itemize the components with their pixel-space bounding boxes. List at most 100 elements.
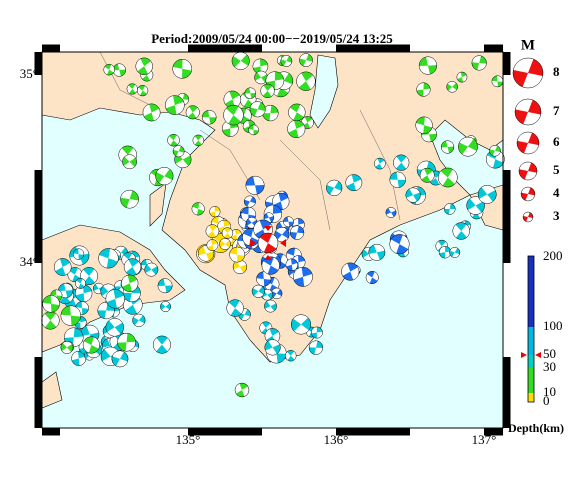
beachball-outline — [285, 350, 297, 362]
beachball-outline — [185, 105, 200, 120]
beachball-quadrant — [202, 110, 217, 125]
beachball-outline — [477, 185, 497, 204]
beachball-quadrant — [263, 256, 279, 275]
beachball-quadrant — [248, 124, 259, 135]
beachball-quadrant — [112, 63, 126, 77]
beachball-quadrant — [245, 176, 265, 195]
beachball-outline — [172, 145, 185, 158]
beachball-outline — [152, 335, 171, 354]
beachball-quadrant — [224, 90, 240, 108]
beachball-quadrant — [75, 301, 89, 315]
beachball-quadrant — [457, 71, 467, 83]
beachball-quadrant — [290, 225, 304, 240]
legend-label: 3 — [553, 208, 560, 223]
beachball — [244, 87, 256, 99]
beachball-quadrant — [302, 116, 313, 129]
beachball-outline — [42, 295, 60, 313]
beachball-quadrant — [83, 336, 99, 354]
beachball-outline — [121, 274, 139, 292]
beachball-quadrant — [192, 202, 205, 216]
beachball-outline — [165, 95, 185, 115]
beachball — [418, 56, 438, 75]
beachball — [449, 247, 461, 258]
beachball-quadrant — [209, 206, 221, 217]
beachball-quadrant — [172, 59, 192, 79]
map-frame — [34, 44, 511, 436]
beachball — [206, 239, 219, 252]
beachball-quadrant — [466, 198, 485, 213]
beachball-outline — [326, 179, 343, 196]
beachball-quadrant — [60, 342, 74, 352]
depth-label: 50 — [543, 346, 556, 361]
beachball — [126, 83, 138, 95]
beachball-bg — [452, 222, 470, 240]
beachball — [512, 57, 544, 89]
beachball — [172, 58, 193, 79]
beachball-outline — [405, 187, 421, 203]
beachball — [205, 224, 220, 239]
beachball — [283, 216, 294, 228]
beachball — [121, 274, 139, 292]
beachball — [248, 124, 259, 136]
beachball-bg — [260, 83, 275, 98]
beachball — [75, 278, 86, 289]
beachball-outline — [244, 87, 256, 99]
beachball — [41, 311, 60, 330]
beachball — [522, 211, 534, 223]
beachball — [256, 271, 272, 287]
beachball-quadrant — [231, 54, 250, 68]
depth-scale: 200 100 50 30 10 0 Depth(km) — [508, 248, 564, 435]
beachball-outline — [160, 301, 171, 313]
depth-label: 100 — [543, 318, 563, 333]
beachball — [72, 248, 85, 260]
beachball-outline — [144, 262, 159, 277]
beachball — [299, 53, 313, 67]
beachball-quadrant — [160, 303, 171, 310]
beachball-outline — [452, 222, 470, 240]
beachball-quadrant — [106, 289, 125, 309]
beachball — [122, 154, 137, 170]
beachball-quadrant — [157, 278, 173, 293]
beachball — [201, 109, 217, 125]
beachball-outline — [221, 227, 234, 239]
beachball-quadrant — [232, 260, 247, 273]
beachball — [471, 55, 487, 71]
legend-label: 7 — [553, 103, 560, 118]
beachball — [290, 314, 312, 335]
beachball — [167, 133, 180, 147]
beachball-quadrant — [311, 326, 323, 339]
beachball-quadrant — [286, 258, 298, 271]
beachball-outline — [522, 211, 534, 223]
beachball — [310, 326, 323, 339]
beachball — [260, 83, 275, 98]
beachball — [308, 340, 324, 355]
beachball — [226, 299, 244, 317]
beachball-outline — [206, 239, 219, 252]
beachball — [221, 227, 234, 239]
beachball-outline — [446, 81, 458, 93]
beachball-outline — [264, 339, 281, 356]
beachball — [160, 301, 171, 313]
beachball — [440, 140, 455, 154]
beachball-quadrant — [251, 286, 265, 297]
beachball-outline — [75, 278, 86, 289]
beachball — [192, 134, 205, 147]
beachball-quadrant — [515, 99, 541, 125]
beachball-outline — [260, 83, 275, 98]
beachball — [514, 98, 542, 126]
legend-label: 8 — [553, 64, 560, 79]
beachball-quadrant — [416, 82, 431, 97]
beachball-outline — [257, 232, 279, 254]
beachball-quadrant — [244, 196, 256, 207]
beachball-quadrant — [194, 134, 202, 146]
beachball-quadrant — [405, 188, 421, 202]
beachball — [257, 232, 279, 254]
beachball-bg — [285, 350, 297, 362]
beachball — [117, 332, 136, 352]
beachball — [261, 256, 280, 275]
beachball-quadrant — [519, 162, 537, 180]
beachball-bg — [222, 227, 233, 239]
beachball — [393, 154, 410, 171]
beachball-outline — [471, 55, 487, 71]
beachball-outline — [518, 161, 538, 181]
